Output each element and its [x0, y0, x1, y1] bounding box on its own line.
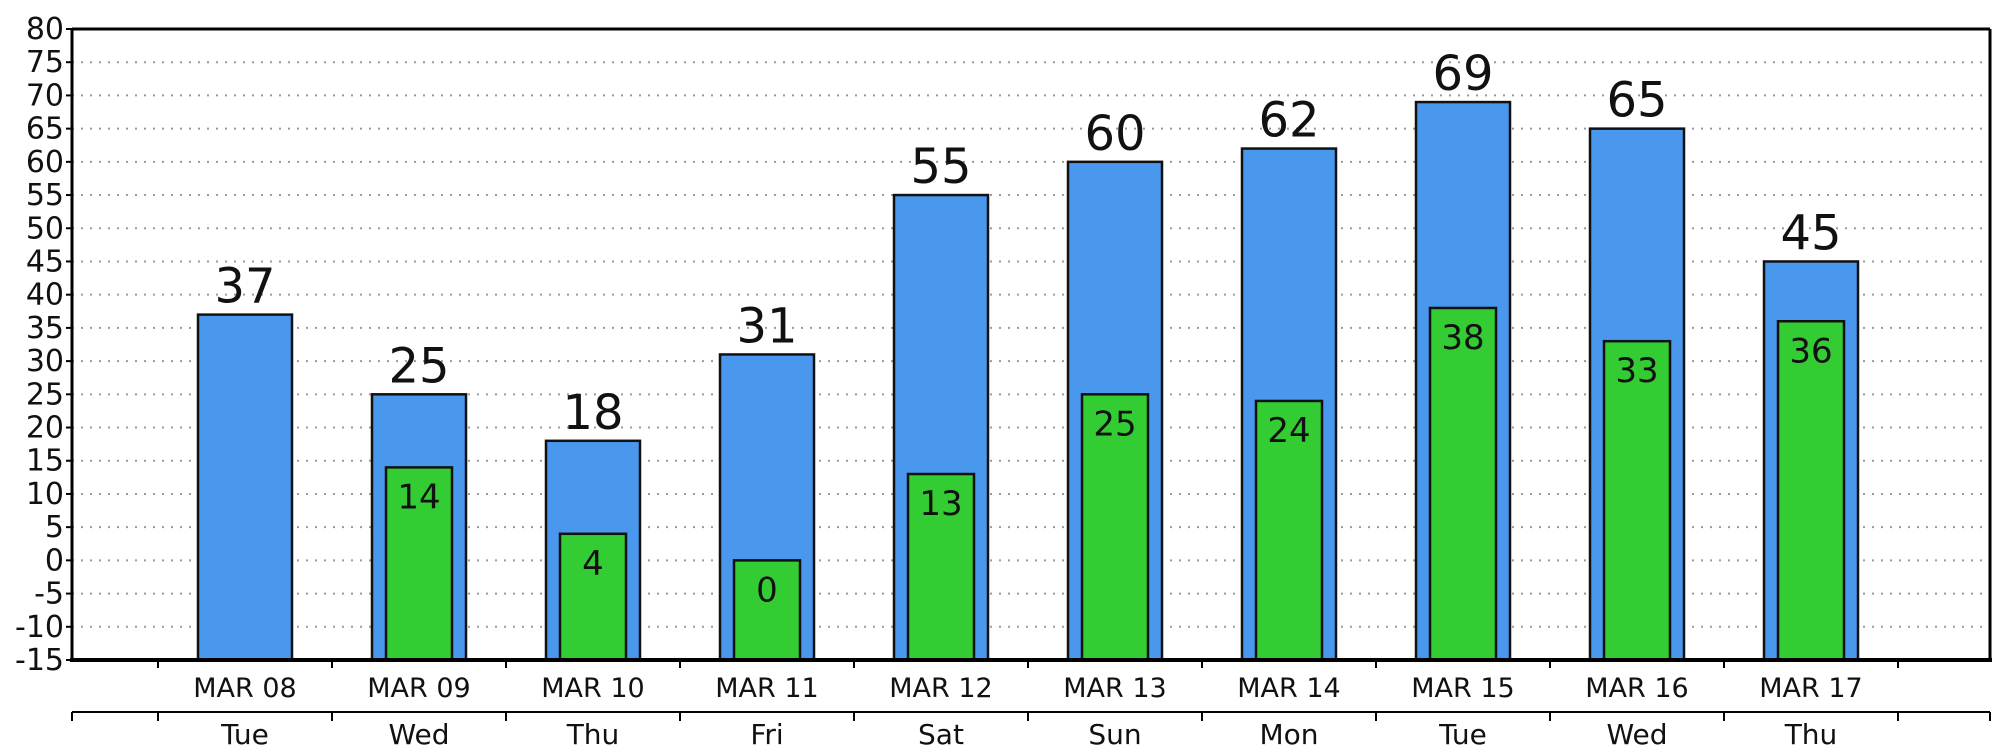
axes — [66, 27, 1992, 721]
low-bar — [1602, 339, 1672, 662]
x-tick-label-day: Tue — [220, 718, 269, 749]
high-value-label: 60 — [1084, 106, 1145, 162]
x-tick-label-date: MAR 15 — [1411, 673, 1514, 704]
y-tick-label: 20 — [26, 411, 64, 446]
y-tick-label: 5 — [45, 510, 64, 545]
y-tick-label: 30 — [26, 344, 64, 379]
y-tick-label: 65 — [26, 112, 64, 147]
x-tick-label-date: MAR 11 — [715, 673, 818, 704]
x-tick-label-date: MAR 12 — [889, 673, 992, 704]
low-value-label: 13 — [919, 484, 962, 524]
x-tick-label-date: MAR 17 — [1759, 673, 1862, 704]
x-tick-label-date: MAR 10 — [541, 673, 644, 704]
high-value-label: 62 — [1258, 93, 1319, 149]
x-tick-label-day: Wed — [1606, 718, 1667, 749]
low-value-label: 24 — [1267, 411, 1310, 451]
high-value-label: 37 — [214, 259, 275, 315]
y-tick-label: 0 — [45, 543, 64, 578]
y-tick-label: 35 — [26, 311, 64, 346]
y-tick-label: 60 — [26, 145, 64, 180]
y-tick-label: 50 — [26, 211, 64, 246]
low-value-label: 14 — [397, 477, 440, 517]
low-value-label: 25 — [1093, 404, 1136, 444]
x-tick-label-day: Mon — [1259, 718, 1318, 749]
y-tick-label: 80 — [26, 12, 64, 47]
x-tick-label-day: Tue — [1438, 718, 1487, 749]
high-value-label: 18 — [562, 385, 623, 441]
low-value-label: 4 — [582, 544, 604, 584]
bars — [196, 100, 1860, 662]
y-tick-label: 70 — [26, 78, 64, 113]
high-value-label: 45 — [1780, 205, 1841, 261]
y-tick-label: 75 — [26, 45, 64, 80]
labels: 80757065605550454035302520151050-5-10-15… — [15, 12, 1863, 749]
x-tick-label-date: MAR 09 — [367, 673, 470, 704]
y-tick-label: 40 — [26, 278, 64, 313]
y-tick-label: 25 — [26, 377, 64, 412]
y-tick-label: 55 — [26, 178, 64, 213]
high-value-label: 65 — [1606, 73, 1667, 129]
x-tick-label-day: Fri — [750, 718, 783, 749]
y-tick-label: 45 — [26, 244, 64, 279]
x-tick-label-date: MAR 13 — [1063, 673, 1166, 704]
low-bar — [1080, 393, 1150, 662]
x-tick-label-date: MAR 16 — [1585, 673, 1688, 704]
high-bar — [196, 313, 294, 662]
x-tick-label-day: Wed — [388, 718, 449, 749]
x-tick-label-day: Thu — [1784, 718, 1838, 749]
high-value-label: 69 — [1432, 46, 1493, 102]
y-tick-label: -5 — [34, 577, 64, 612]
x-tick-label-day: Sat — [918, 718, 964, 749]
y-tick-label: -10 — [15, 610, 64, 645]
x-tick-label-day: Thu — [566, 718, 620, 749]
x-tick-label-day: Sun — [1088, 718, 1141, 749]
x-tick-label-date: MAR 14 — [1237, 673, 1340, 704]
low-value-label: 0 — [756, 570, 778, 610]
y-tick-label: 10 — [26, 477, 64, 512]
low-value-label: 33 — [1615, 351, 1658, 391]
y-tick-label: 15 — [26, 444, 64, 479]
low-value-label: 36 — [1789, 331, 1832, 371]
low-value-label: 38 — [1441, 318, 1484, 358]
low-bar — [1776, 320, 1846, 662]
gridlines — [72, 61, 1990, 628]
high-value-label: 25 — [388, 338, 449, 394]
high-value-label: 31 — [736, 298, 797, 354]
high-value-label: 55 — [910, 139, 971, 195]
low-bar — [1428, 306, 1498, 662]
y-tick-label: -15 — [15, 643, 64, 678]
x-tick-label-date: MAR 08 — [193, 673, 296, 704]
